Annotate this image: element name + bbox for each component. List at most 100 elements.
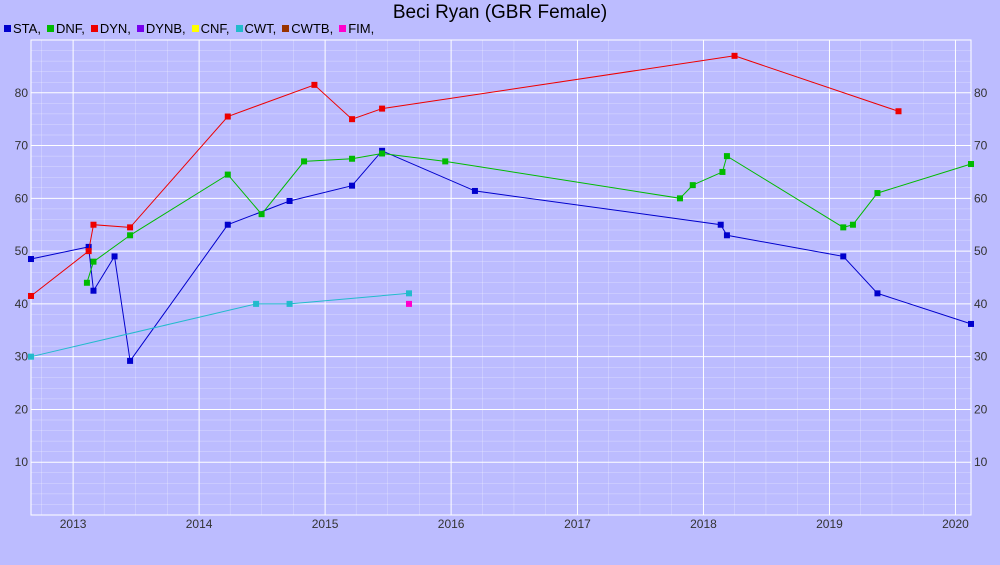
- data-point-sta: [471, 187, 478, 194]
- data-point-dnf: [689, 182, 696, 189]
- data-point-dnf: [127, 232, 134, 239]
- data-point-sta: [968, 320, 974, 327]
- data-point-fim: [406, 300, 413, 307]
- y-tick-label-left: 30: [15, 350, 29, 364]
- y-tick-label-left: 10: [15, 455, 29, 469]
- data-point-sta: [874, 290, 881, 297]
- data-point-dnf: [301, 158, 308, 165]
- legend-label: DYN,: [99, 21, 131, 36]
- x-tick-label: 2017: [564, 517, 591, 531]
- data-point-sta: [840, 253, 847, 260]
- legend-swatch: [136, 25, 144, 32]
- legend-label: STA,: [13, 21, 41, 36]
- y-tick-label-right: 50: [974, 244, 988, 258]
- series-line-cwt: [30, 292, 410, 358]
- data-point-sta: [286, 197, 293, 204]
- legend-item: FIM,: [339, 21, 374, 36]
- legend-swatch: [46, 25, 54, 32]
- data-point-dnf: [874, 190, 881, 197]
- data-point-dyn: [731, 52, 738, 59]
- legend-label: FIM,: [348, 21, 375, 36]
- y-tick-label-right: 30: [974, 350, 988, 364]
- data-point-dnf: [83, 279, 90, 286]
- x-tick-label: 2019: [816, 517, 843, 531]
- data-point-sta: [717, 221, 724, 228]
- data-point-dyn: [224, 113, 231, 120]
- chart-title: Beci Ryan (GBR Female): [392, 2, 608, 23]
- legend-swatch: [235, 25, 243, 32]
- data-point-cwt: [406, 290, 413, 297]
- data-point-dnf: [849, 221, 856, 228]
- data-point-dnf: [224, 171, 231, 178]
- legend-label: DYNB,: [145, 21, 186, 36]
- legend-swatch: [90, 25, 98, 32]
- legend-swatch: [339, 25, 347, 32]
- legend-item: CWTB,: [282, 21, 333, 36]
- legend-item: CNF,: [191, 21, 230, 36]
- legend: STA, DNF, DYN, DYNB, CNF, CWT, CWTB, FIM,: [4, 21, 380, 36]
- x-tick-label: 2020: [942, 517, 969, 531]
- y-tick-label-right: 10: [974, 455, 988, 469]
- y-tick-label-right: 80: [974, 86, 988, 100]
- x-tick-label: 2013: [60, 517, 87, 531]
- data-point-sta: [111, 253, 118, 260]
- data-point-sta: [349, 182, 356, 189]
- data-point-dnf: [840, 224, 847, 231]
- y-tick-label-left: 80: [15, 86, 29, 100]
- data-point-dnf: [968, 161, 974, 168]
- data-point-dyn: [349, 116, 356, 123]
- data-point-sta: [85, 243, 92, 250]
- data-point-dyn: [85, 248, 92, 255]
- data-point-sta: [28, 256, 34, 263]
- y-tick-label-left: 70: [15, 139, 29, 153]
- data-point-dyn: [28, 292, 34, 299]
- data-point-dyn: [379, 105, 386, 112]
- legend-label: DNF,: [55, 21, 85, 36]
- plot-frame: [30, 39, 972, 516]
- data-point-dnf: [349, 155, 356, 162]
- data-point-dnf: [258, 211, 265, 218]
- data-point-dnf: [723, 153, 730, 160]
- x-tick-label: 2018: [690, 517, 717, 531]
- data-point-dyn: [90, 221, 97, 228]
- series-line-dyn: [30, 55, 899, 297]
- y-tick-label-left: 20: [15, 402, 29, 416]
- y-tick-label-right: 70: [974, 139, 988, 153]
- data-point-cwt: [28, 353, 34, 360]
- data-point-sta: [224, 221, 231, 228]
- series-line-dnf: [86, 152, 972, 283]
- legend-swatch: [282, 25, 290, 32]
- legend-item: DYN,: [90, 21, 131, 36]
- data-point-cwt: [286, 300, 293, 307]
- y-tick-label-left: 40: [15, 297, 29, 311]
- data-point-dnf: [676, 195, 683, 202]
- legend-label: CWTB,: [291, 21, 334, 36]
- x-tick-label: 2016: [438, 517, 465, 531]
- y-tick-label-left: 50: [15, 244, 29, 258]
- data-point-sta: [127, 357, 134, 364]
- data-point-dnf: [442, 158, 449, 165]
- data-point-dyn: [895, 108, 902, 115]
- legend-swatch: [4, 25, 11, 32]
- legend-item: DNF,: [46, 21, 85, 36]
- x-tick-label: 2014: [186, 517, 213, 531]
- y-tick-label-left: 60: [15, 191, 29, 205]
- x-tick-label: 2015: [312, 517, 339, 531]
- series-line-sta: [30, 150, 972, 363]
- data-point-dnf: [379, 150, 386, 157]
- legend-item: DYNB,: [136, 21, 186, 36]
- y-tick-label-right: 60: [974, 191, 988, 205]
- data-point-dyn: [311, 81, 318, 88]
- data-point-sta: [723, 232, 730, 239]
- legend-label: CNF,: [200, 21, 230, 36]
- data-point-dnf: [90, 258, 97, 265]
- y-tick-label-right: 20: [974, 402, 988, 416]
- legend-item: CWT,: [235, 21, 277, 36]
- data-point-sta: [90, 287, 97, 294]
- legend-label: CWT,: [244, 21, 277, 36]
- data-point-dnf: [719, 168, 726, 175]
- data-point-cwt: [253, 300, 260, 307]
- legend-swatch: [191, 25, 199, 32]
